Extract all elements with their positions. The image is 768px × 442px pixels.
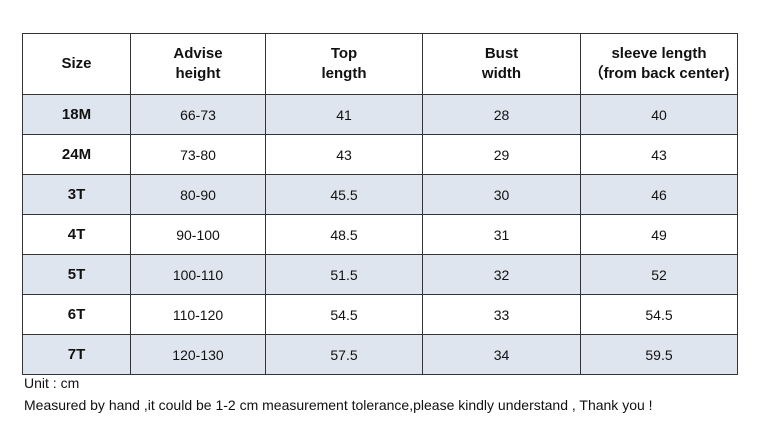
value-cell: 54.5 bbox=[580, 294, 738, 335]
value-cell: 32 bbox=[422, 254, 581, 295]
value-cell: 59.5 bbox=[580, 334, 738, 375]
header-text: Advise bbox=[173, 45, 223, 62]
header-text: Top bbox=[330, 45, 358, 62]
table-row: 3T 80-90 45.5 30 46 bbox=[22, 174, 738, 215]
table-row: 5T 100-110 51.5 32 52 bbox=[22, 254, 738, 295]
size-cell: 18M bbox=[22, 94, 131, 135]
value-cell: 57.5 bbox=[265, 334, 423, 375]
value-cell: 110-120 bbox=[130, 294, 266, 335]
header-text: （from back center) bbox=[588, 65, 730, 82]
header-cell: Bust width bbox=[422, 33, 581, 95]
size-cell: 24M bbox=[22, 134, 131, 175]
value-cell: 45.5 bbox=[265, 174, 423, 215]
value-cell: 43 bbox=[265, 134, 423, 175]
size-cell: 7T bbox=[22, 334, 131, 375]
table-row: 4T 90-100 48.5 31 49 bbox=[22, 214, 738, 255]
header-text: sleeve length bbox=[611, 45, 707, 62]
value-cell: 48.5 bbox=[265, 214, 423, 255]
table-body: Size Advise height Top length Bust width sleeve… bbox=[22, 33, 738, 375]
header-cell: sleeve length （from back center) bbox=[580, 33, 738, 95]
value-cell: 120-130 bbox=[130, 334, 266, 375]
header-text: height bbox=[175, 65, 221, 82]
table-row: 24M 73-80 43 29 43 bbox=[22, 134, 738, 175]
unit-note: Unit : cm bbox=[24, 375, 80, 391]
value-cell: 40 bbox=[580, 94, 738, 135]
table-row: 6T 110-120 54.5 33 54.5 bbox=[22, 294, 738, 335]
header-cell: Size bbox=[22, 33, 131, 95]
value-cell: 30 bbox=[422, 174, 581, 215]
table-row: 7T 120-130 57.5 34 59.5 bbox=[22, 334, 738, 375]
header-text: width bbox=[481, 65, 522, 82]
value-cell: 33 bbox=[422, 294, 581, 335]
value-cell: 73-80 bbox=[130, 134, 266, 175]
value-cell: 41 bbox=[265, 94, 423, 135]
value-cell: 52 bbox=[580, 254, 738, 295]
header-text: Size bbox=[61, 55, 92, 72]
header-text: length bbox=[321, 65, 367, 82]
header-text: Bust bbox=[484, 45, 519, 62]
value-cell: 54.5 bbox=[265, 294, 423, 335]
value-cell: 90-100 bbox=[130, 214, 266, 255]
value-cell: 31 bbox=[422, 214, 581, 255]
value-cell: 80-90 bbox=[130, 174, 266, 215]
value-cell: 100-110 bbox=[130, 254, 266, 295]
value-cell: 34 bbox=[422, 334, 581, 375]
table-row: 18M 66-73 41 28 40 bbox=[22, 94, 738, 135]
value-cell: 49 bbox=[580, 214, 738, 255]
value-cell: 28 bbox=[422, 94, 581, 135]
value-cell: 43 bbox=[580, 134, 738, 175]
size-cell: 3T bbox=[22, 174, 131, 215]
header-cell: Advise height bbox=[130, 33, 266, 95]
value-cell: 51.5 bbox=[265, 254, 423, 295]
header-cell: Top length bbox=[265, 33, 423, 95]
value-cell: 29 bbox=[422, 134, 581, 175]
size-table: Size Advise height Top length Bust width sleeve… bbox=[22, 33, 738, 375]
size-cell: 5T bbox=[22, 254, 131, 295]
size-cell: 4T bbox=[22, 214, 131, 255]
tolerance-note: Measured by hand ,it could be 1-2 cm mea… bbox=[24, 397, 653, 413]
value-cell: 66-73 bbox=[130, 94, 266, 135]
size-cell: 6T bbox=[22, 294, 131, 335]
header-row: Size Advise height Top length Bust width sleeve… bbox=[22, 33, 738, 95]
value-cell: 46 bbox=[580, 174, 738, 215]
